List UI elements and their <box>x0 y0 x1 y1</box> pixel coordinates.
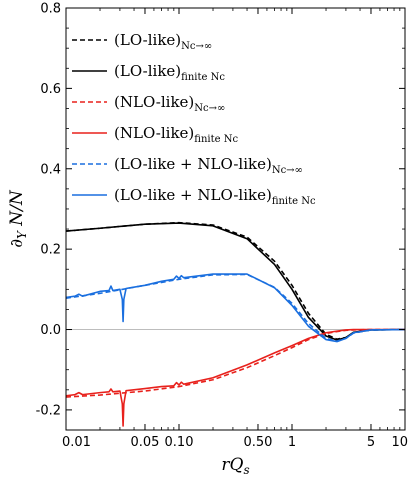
y-axis-label: ∂Y N/N <box>7 189 29 248</box>
legend: (LO-like)Nc→∞ (LO-like)finite Nc (NLO-like… <box>72 31 316 207</box>
x-tick-label: 5 <box>367 435 375 450</box>
y-tick-label: 0.0 <box>40 323 61 338</box>
x-tick-label: 10 <box>391 435 408 450</box>
legend-entry-5: (LO-like + NLO-like)finite Nc <box>114 186 316 207</box>
series-layer <box>66 221 405 427</box>
series-line-3 <box>66 328 405 427</box>
plot-frame <box>65 7 406 431</box>
legend-entry-3: (NLO-like)finite Nc <box>114 124 238 145</box>
series-line-4 <box>66 273 405 342</box>
series-line-0 <box>66 221 405 340</box>
y-tick-label: -0.2 <box>36 403 61 418</box>
x-tick-label: 0.05 <box>131 435 160 450</box>
y-tick-label: 0.4 <box>40 162 61 177</box>
x-axis-label: rQs <box>221 455 249 477</box>
legend-entry-0: (LO-like)Nc→∞ <box>114 31 212 52</box>
y-tick-label: 0.2 <box>40 243 61 258</box>
y-tick-label: 0.6 <box>40 82 61 97</box>
legend-entry-4: (LO-like + NLO-like)Nc→∞ <box>114 155 303 176</box>
x-tick-label: 0.01 <box>62 435 91 450</box>
series-line-5 <box>66 273 405 343</box>
series-line-1 <box>66 222 405 341</box>
ticks-layer: -0.2 0.0 0.2 0.4 0.6 0.8 0.01 0.05 0.10 0.50 1 5 10 <box>36 2 408 451</box>
legend-entry-2: (NLO-like)Nc→∞ <box>114 93 225 114</box>
legend-entry-1: (LO-like)finite Nc <box>114 62 225 83</box>
x-tick-label: 0.50 <box>244 435 273 450</box>
x-tick-label: 0.10 <box>165 435 194 450</box>
series-line-2 <box>66 328 405 398</box>
y-tick-label: 0.8 <box>40 2 61 17</box>
x-tick-label: 1 <box>288 435 296 450</box>
